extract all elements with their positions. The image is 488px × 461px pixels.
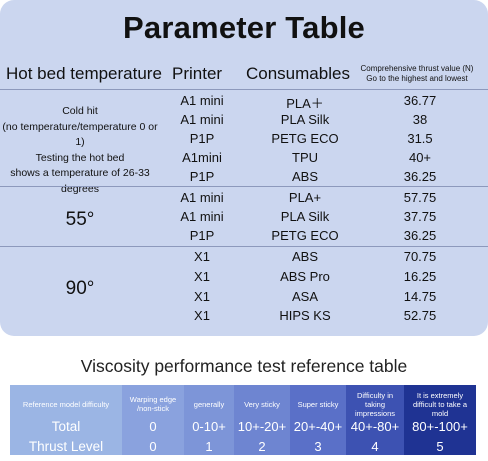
column-header: Warping edge /non-stick bbox=[129, 395, 177, 413]
viscosity-table: Reference model difficulty Total Thrust … bbox=[10, 385, 476, 455]
cell-thrust-level: 5 bbox=[436, 439, 444, 454]
cell-thrust: 36.77 bbox=[403, 93, 437, 108]
cell-thrust: 40+ bbox=[408, 150, 432, 165]
cell-consumable: HIPS KS bbox=[279, 308, 331, 323]
cell-consumable: PETG ECO bbox=[271, 131, 339, 146]
cell-thrust: 52.75 bbox=[403, 308, 437, 323]
row-label-total: Total bbox=[51, 419, 81, 434]
cell-consumable: PLA＋ bbox=[286, 96, 324, 111]
cell-thrust-level: 3 bbox=[314, 439, 322, 454]
viscosity-column: generally 0-10+ 1 bbox=[184, 385, 234, 455]
table-row: P1P PETG ECO 36.25 bbox=[0, 226, 488, 246]
cell-thrust: 31.5 bbox=[407, 131, 433, 146]
cell-printer: A1 mini bbox=[180, 209, 224, 224]
row-label-thrust-level: Thrust Level bbox=[28, 439, 104, 454]
column-header: It is extremely difficult to take a mold bbox=[412, 390, 468, 418]
table-row: X1 ASA 14.75 bbox=[0, 287, 488, 307]
cell-thrust: 38 bbox=[412, 112, 428, 127]
cell-printer: A1 mini bbox=[180, 112, 224, 127]
column-header: Super sticky bbox=[297, 399, 339, 409]
cell-printer: P1P bbox=[189, 228, 215, 243]
table-row: P1P PETG ECO 31.5 bbox=[0, 129, 488, 149]
table-row: A1mini TPU 40+ bbox=[0, 148, 488, 168]
cell-total: 20+-40+ bbox=[293, 419, 343, 434]
cell-printer: X1 bbox=[194, 289, 210, 304]
header-printer: Printer bbox=[172, 64, 223, 83]
cell-printer: P1P bbox=[189, 169, 215, 184]
cell-printer: X1 bbox=[194, 249, 210, 264]
cell-printer: A1 mini bbox=[180, 190, 224, 205]
temp-line: shows a temperature of 26-33 degrees bbox=[10, 167, 150, 195]
table-row: A1 mini PLA Silk 38 bbox=[0, 110, 488, 130]
cell-thrust-level: 2 bbox=[258, 439, 266, 454]
column-header: Very sticky bbox=[244, 399, 280, 409]
cell-consumable: ABS bbox=[291, 249, 318, 264]
header-hot-bed-temperature: Hot bed temperature bbox=[6, 64, 162, 83]
cell-total: 0-10+ bbox=[192, 419, 226, 434]
column-header: Reference model difficulty bbox=[22, 399, 110, 409]
temp-line: (no temperature/temperature 0 or 1) bbox=[2, 120, 158, 149]
cell-thrust: 14.75 bbox=[403, 289, 437, 304]
group-55-temperature: 55° bbox=[65, 209, 95, 230]
temp-line: Testing the hot bed bbox=[35, 151, 125, 164]
table-row: X1 ABS 70.75 bbox=[0, 247, 488, 267]
cell-consumable: PETG ECO bbox=[271, 228, 339, 243]
cell-thrust: 36.25 bbox=[403, 169, 437, 184]
parameter-table-title: Parameter Table bbox=[123, 10, 365, 45]
cell-thrust-level: 0 bbox=[149, 439, 157, 454]
temp-line: Cold hit bbox=[62, 105, 98, 117]
group-divider bbox=[0, 186, 488, 187]
group-cold-temperature: Cold hit (no temperature/temperature 0 o… bbox=[0, 104, 160, 197]
cell-thrust: 16.25 bbox=[403, 269, 437, 284]
group-divider bbox=[0, 246, 488, 247]
cell-printer: P1P bbox=[189, 131, 215, 146]
cell-consumable: PLA Silk bbox=[280, 112, 330, 127]
cell-consumable: ASA bbox=[291, 289, 318, 304]
viscosity-column: Super sticky 20+-40+ 3 bbox=[290, 385, 346, 455]
header-consumables: Consumables bbox=[246, 64, 350, 83]
cell-total: 0 bbox=[149, 419, 157, 434]
column-header: generally bbox=[193, 399, 225, 409]
parameter-table-card: Parameter Table Hot bed temperature Prin… bbox=[0, 0, 488, 336]
cell-printer: A1 mini bbox=[180, 93, 224, 108]
table-row: X1 HIPS KS 52.75 bbox=[0, 306, 488, 326]
cell-printer: X1 bbox=[194, 269, 210, 284]
cell-consumable: TPU bbox=[292, 150, 318, 165]
group-90-temperature: 90° bbox=[65, 278, 95, 299]
header-divider bbox=[0, 89, 488, 90]
viscosity-column-labels: Reference model difficulty Total Thrust … bbox=[10, 385, 122, 455]
cell-total: 10+-20+ bbox=[237, 419, 287, 434]
viscosity-column: Warping edge /non-stick 0 0 bbox=[122, 385, 184, 455]
table-row: X1 ABS Pro 16.25 bbox=[0, 267, 488, 287]
cell-consumable: PLA Silk bbox=[280, 209, 330, 224]
header-thrust-line-2: Go to the highest and lowest bbox=[366, 74, 468, 83]
table-row: A1 mini PLA Silk 37.75 bbox=[0, 207, 488, 227]
viscosity-column: Very sticky 10+-20+ 2 bbox=[234, 385, 290, 455]
cell-thrust-level: 1 bbox=[205, 439, 213, 454]
cell-thrust: 37.75 bbox=[403, 209, 437, 224]
cell-thrust: 70.75 bbox=[403, 249, 437, 264]
cell-thrust: 36.25 bbox=[403, 228, 437, 243]
viscosity-column: It is extremely difficult to take a mold… bbox=[404, 385, 476, 455]
cell-consumable: PLA+ bbox=[288, 190, 322, 205]
cell-printer: A1mini bbox=[182, 150, 222, 165]
cell-consumable: ABS bbox=[291, 169, 318, 184]
header-thrust-line-1: Comprehensive thrust value (N) bbox=[360, 64, 474, 73]
table-row: P1P ABS 36.25 bbox=[0, 167, 488, 187]
column-header: Difficulty in taking impressions bbox=[354, 390, 395, 418]
table-row: A1 mini PLA＋ 36.77 bbox=[0, 91, 488, 111]
cell-thrust: 57.75 bbox=[403, 190, 437, 205]
cell-consumable: ABS Pro bbox=[280, 269, 330, 284]
viscosity-table-title: Viscosity performance test reference tab… bbox=[80, 356, 408, 376]
viscosity-column: Difficulty in taking impressions 40+-80+… bbox=[346, 385, 404, 455]
cell-thrust-level: 4 bbox=[371, 439, 379, 454]
header-thrust-value: Comprehensive thrust value (N) Go to the… bbox=[350, 64, 484, 84]
cell-printer: X1 bbox=[194, 308, 210, 323]
cell-total: 80+-100+ bbox=[412, 419, 468, 434]
cell-total: 40+-80+ bbox=[350, 419, 400, 434]
table-row: A1 mini PLA+ 57.75 bbox=[0, 188, 488, 208]
